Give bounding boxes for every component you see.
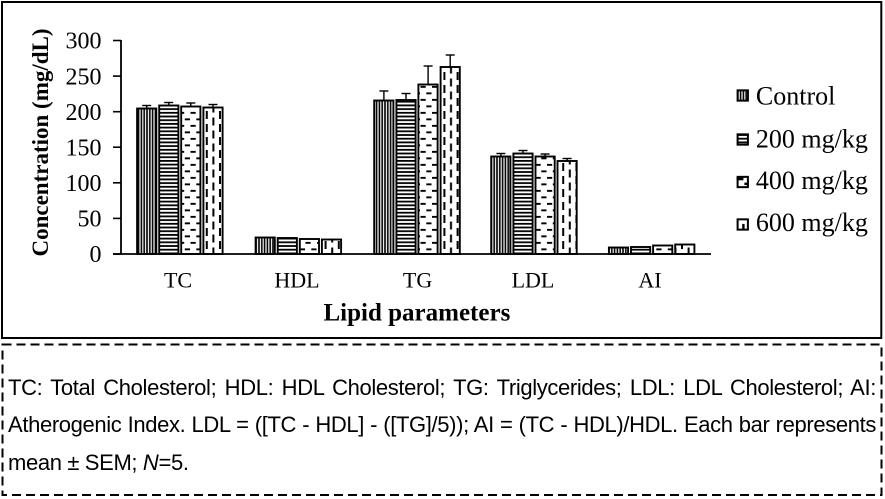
svg-text:AI: AI [638, 267, 661, 292]
svg-text:200: 200 [66, 100, 102, 126]
svg-text:150: 150 [66, 135, 102, 161]
svg-text:Lipid parameters: Lipid parameters [324, 300, 511, 327]
svg-text:HDL: HDL [274, 267, 319, 292]
svg-text:100: 100 [66, 171, 102, 197]
svg-text:200 mg/kg: 200 mg/kg [756, 124, 868, 153]
svg-text:300: 300 [66, 29, 102, 55]
svg-text:0: 0 [90, 242, 102, 268]
svg-text:TG: TG [403, 267, 432, 292]
svg-text:250: 250 [66, 64, 102, 90]
svg-text:Control: Control [756, 81, 835, 110]
svg-text:TC: TC [164, 267, 192, 292]
svg-text:LDL: LDL [512, 267, 555, 292]
svg-text:600 mg/kg: 600 mg/kg [756, 208, 868, 237]
svg-text:Concentration (mg/dL): Concentration (mg/dL) [28, 28, 53, 256]
svg-text:400 mg/kg: 400 mg/kg [756, 166, 868, 195]
svg-text:50: 50 [78, 207, 102, 233]
